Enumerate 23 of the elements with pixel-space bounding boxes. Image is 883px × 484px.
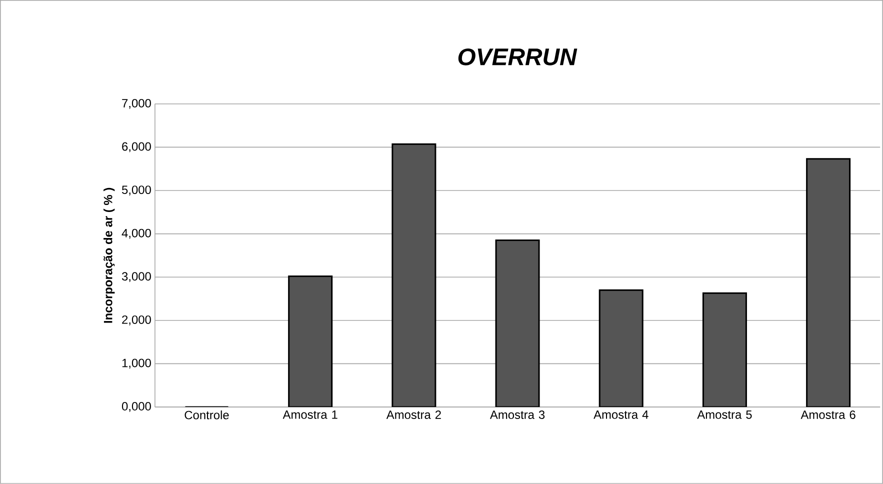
bar: [392, 143, 436, 408]
y-tick-label: 5,000: [122, 186, 151, 196]
y-tick-label: 2,000: [122, 315, 151, 326]
x-tick-label: Amostra 2: [386, 410, 441, 419]
x-tick-label: Amostra 4: [594, 410, 648, 419]
x-tick-label: Controle: [184, 410, 229, 420]
x-tick-label: Amostra 3: [490, 410, 545, 419]
x-tick-label: Amostra 1: [282, 410, 338, 419]
bar: [288, 276, 333, 408]
bar: [806, 158, 851, 408]
bar: [495, 240, 540, 408]
y-tick-label: 0,000: [122, 402, 151, 412]
x-tick-label: Amostra 5: [697, 410, 752, 419]
bar: [598, 289, 644, 408]
x-tick-label: Amostra 6: [800, 410, 856, 419]
y-tick-label: 7,000: [122, 99, 151, 109]
y-tick-label: 1,000: [122, 358, 151, 369]
y-tick-label: 4,000: [122, 228, 151, 239]
y-tick-label: 3,000: [122, 272, 151, 282]
y-axis-title: Incorporação de ar ( % ): [104, 188, 115, 323]
chart-title: OVERRUN: [458, 48, 578, 66]
bar: [702, 292, 747, 408]
y-tick-label: 6,000: [122, 142, 151, 152]
